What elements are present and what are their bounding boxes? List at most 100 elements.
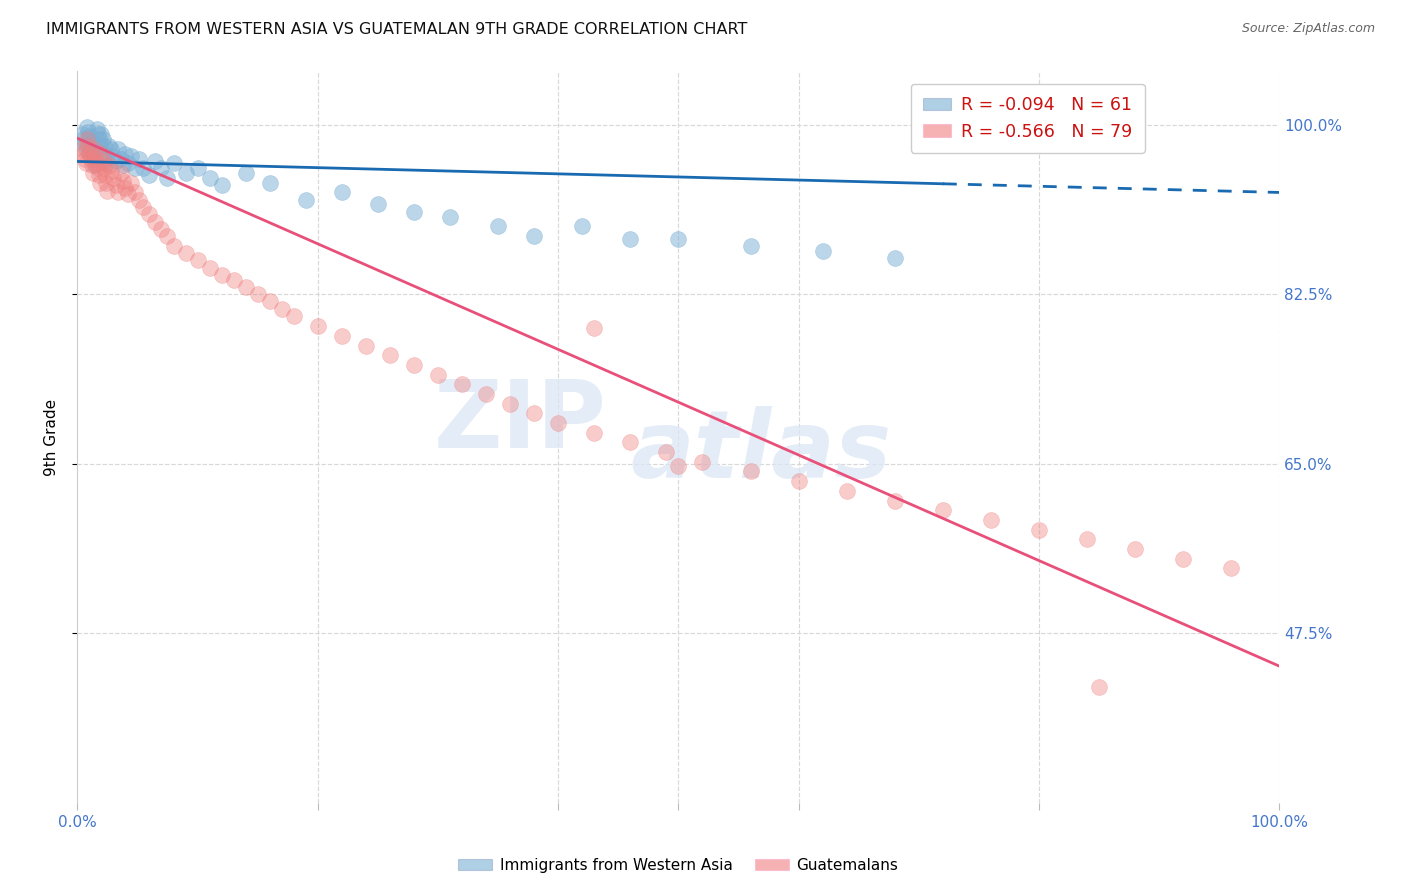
Point <box>499 397 522 411</box>
Point <box>73 152 96 166</box>
Point <box>91 132 114 146</box>
Point <box>76 120 98 134</box>
Point <box>932 114 955 128</box>
Point <box>980 513 1002 527</box>
Point <box>222 273 245 287</box>
Point <box>619 232 641 246</box>
Point <box>787 474 810 488</box>
Point <box>378 348 401 362</box>
Text: ZIP: ZIP <box>433 376 606 468</box>
Point <box>128 152 150 166</box>
Point <box>439 210 461 224</box>
Text: IMMIGRANTS FROM WESTERN ASIA VS GUATEMALAN 9TH GRADE CORRELATION CHART: IMMIGRANTS FROM WESTERN ASIA VS GUATEMAL… <box>46 22 748 37</box>
Point <box>198 260 221 275</box>
Point <box>79 152 101 166</box>
Point <box>107 142 129 156</box>
Point <box>87 132 110 146</box>
Point <box>740 465 762 479</box>
Point <box>120 176 142 190</box>
Point <box>80 158 103 172</box>
Point <box>117 187 139 202</box>
Point <box>427 368 450 382</box>
Point <box>111 158 134 172</box>
Point <box>150 161 173 176</box>
Point <box>89 176 111 190</box>
Point <box>77 125 100 139</box>
Point <box>283 310 305 324</box>
Point <box>75 142 97 156</box>
Point <box>162 156 184 170</box>
Point <box>547 416 569 430</box>
Point <box>91 154 114 169</box>
Point <box>89 139 111 153</box>
Point <box>94 168 117 182</box>
Point <box>114 180 136 194</box>
Point <box>1220 561 1243 575</box>
Point <box>259 293 281 308</box>
Point <box>110 152 132 166</box>
Point <box>235 280 257 294</box>
Point <box>90 128 112 142</box>
Point <box>110 166 132 180</box>
Point <box>583 425 606 440</box>
Point <box>655 445 678 459</box>
Point <box>740 238 762 252</box>
Point <box>124 186 146 200</box>
Point <box>1088 680 1111 694</box>
Point <box>571 219 593 234</box>
Point <box>104 154 127 169</box>
Point <box>97 139 120 153</box>
Point <box>84 158 107 172</box>
Point <box>883 493 905 508</box>
Point <box>70 142 93 156</box>
Point <box>100 142 122 156</box>
Point <box>187 161 209 176</box>
Point <box>82 146 104 161</box>
Point <box>523 406 546 420</box>
Point <box>811 244 834 258</box>
Point <box>70 128 93 142</box>
Point <box>96 152 118 166</box>
Point <box>932 503 955 517</box>
Point <box>79 135 101 149</box>
Point <box>73 136 96 151</box>
Point <box>72 146 94 161</box>
Point <box>103 148 125 162</box>
Point <box>124 161 146 176</box>
Point <box>132 200 155 214</box>
Point <box>79 129 101 144</box>
Point <box>83 142 105 156</box>
Point <box>114 146 136 161</box>
Point <box>103 170 125 185</box>
Point <box>120 148 142 162</box>
Point <box>94 146 117 161</box>
Point <box>1173 551 1195 566</box>
Point <box>174 245 197 260</box>
Point <box>150 222 173 236</box>
Point <box>174 166 197 180</box>
Point <box>84 148 107 162</box>
Point <box>100 164 122 178</box>
Point <box>86 122 108 136</box>
Point <box>79 146 101 161</box>
Text: Source: ZipAtlas.com: Source: ZipAtlas.com <box>1241 22 1375 36</box>
Point <box>75 156 97 170</box>
Point <box>104 178 127 192</box>
Point <box>138 168 160 182</box>
Text: atlas: atlas <box>630 406 891 498</box>
Y-axis label: 9th Grade: 9th Grade <box>44 399 59 475</box>
Point <box>307 319 329 334</box>
Point <box>835 483 858 498</box>
Point <box>583 321 606 335</box>
Point <box>107 186 129 200</box>
Point <box>1123 541 1146 556</box>
Point <box>294 193 316 207</box>
Point <box>402 204 425 219</box>
Point <box>270 301 292 316</box>
Point <box>330 186 353 200</box>
Point <box>198 170 221 185</box>
Point <box>211 268 233 282</box>
Point <box>90 146 112 161</box>
Point <box>83 152 105 166</box>
Point <box>117 156 139 170</box>
